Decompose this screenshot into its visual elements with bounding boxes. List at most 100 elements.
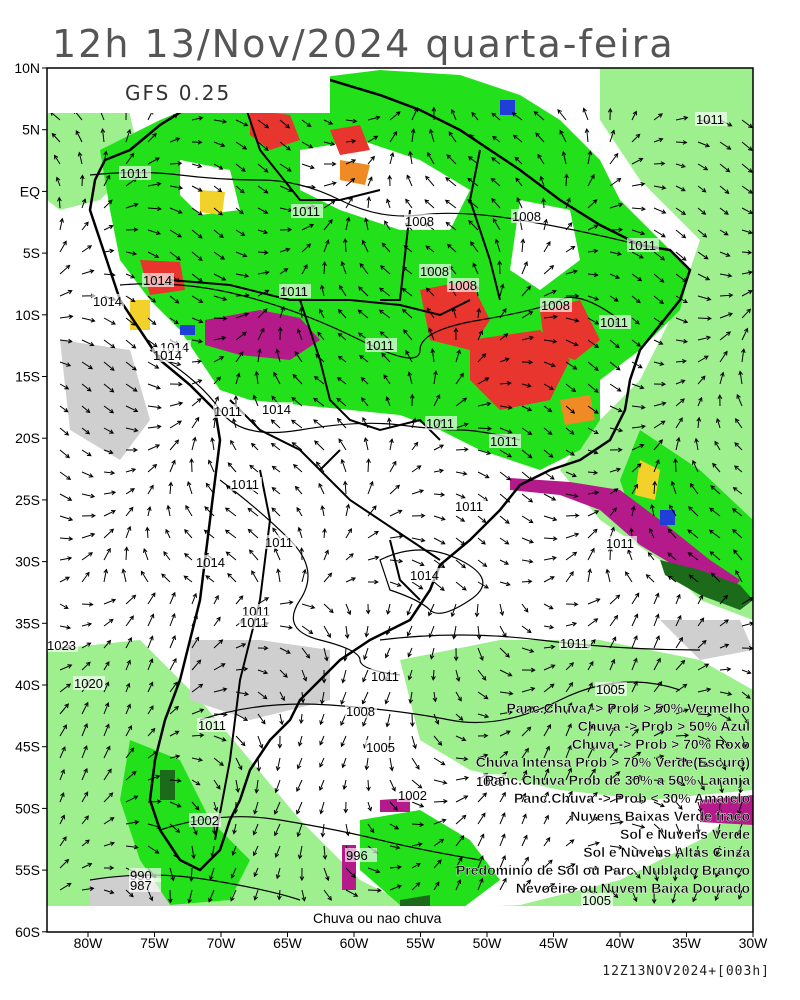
wind-arrow bbox=[697, 355, 709, 363]
wind-arrow bbox=[631, 295, 641, 304]
wind-arrow bbox=[213, 616, 221, 627]
wind-arrow bbox=[125, 820, 140, 825]
wind-arrow bbox=[359, 262, 369, 275]
wind-arrow bbox=[521, 747, 529, 759]
wind-arrow bbox=[499, 833, 506, 847]
isobar-label-bg bbox=[119, 166, 151, 180]
wind-arrow bbox=[584, 128, 590, 143]
wind-arrow bbox=[499, 581, 511, 587]
wind-arrow bbox=[433, 515, 446, 521]
wind-arrow bbox=[125, 295, 136, 303]
wind-arrow bbox=[565, 767, 572, 781]
wind-arrow bbox=[235, 163, 246, 172]
wind-arrow bbox=[541, 197, 546, 209]
wind-arrow bbox=[301, 264, 308, 275]
wind-arrow bbox=[235, 229, 246, 236]
wind-arrow bbox=[499, 307, 507, 319]
wind-arrow bbox=[235, 643, 247, 649]
wind-arrow bbox=[565, 863, 576, 869]
wind-arrow bbox=[737, 801, 743, 816]
longitude-axis: 80W 75W 70W 65W 60W 55W 50W 45W 40W 35W 30W bbox=[74, 932, 768, 951]
wind-arrow bbox=[543, 603, 554, 610]
wind-arrow bbox=[125, 724, 132, 737]
wind-arrow bbox=[81, 701, 89, 715]
wind-arrow bbox=[587, 528, 598, 539]
wind-arrow bbox=[565, 513, 580, 518]
wind-arrow bbox=[147, 705, 154, 715]
wind-arrow bbox=[543, 405, 553, 413]
wind-arrow bbox=[565, 723, 572, 737]
wind-arrow bbox=[474, 603, 480, 618]
wind-arrow bbox=[279, 305, 285, 319]
wind-arrow bbox=[167, 889, 173, 904]
isobar-label-bg bbox=[291, 204, 323, 218]
wind-arrow bbox=[428, 603, 435, 617]
wind-arrow bbox=[270, 442, 281, 451]
wind-arrow bbox=[675, 358, 687, 364]
wind-arrow bbox=[653, 657, 661, 671]
wind-arrow bbox=[675, 379, 686, 385]
wind-arrow bbox=[477, 329, 483, 341]
wind-arrow bbox=[273, 371, 281, 385]
wind-arrow bbox=[301, 223, 315, 231]
legend-entry: Panc.Chuva Prob de 30% a 50% Laranja bbox=[485, 772, 751, 788]
wind-arrow bbox=[455, 713, 464, 721]
isobar-label-bg bbox=[425, 416, 457, 430]
wind-arrow bbox=[719, 594, 729, 605]
wind-arrow bbox=[81, 339, 95, 347]
legend-entry: Panc.Chuva -> Prob > 50% Vermelho bbox=[506, 700, 750, 716]
wind-arrow bbox=[653, 207, 667, 214]
wind-arrow bbox=[733, 549, 743, 561]
wind-arrow bbox=[543, 814, 549, 825]
wind-arrow bbox=[121, 568, 127, 583]
wind-arrow bbox=[653, 845, 662, 858]
wind-arrow bbox=[609, 507, 617, 517]
wind-arrow bbox=[675, 636, 683, 649]
wind-arrow bbox=[687, 529, 699, 539]
wind-arrow bbox=[521, 834, 528, 847]
wind-arrow bbox=[232, 823, 237, 835]
wind-arrow bbox=[324, 161, 337, 167]
wind-arrow bbox=[364, 217, 369, 231]
wind-arrow bbox=[565, 681, 574, 693]
wind-arrow bbox=[609, 202, 624, 209]
wind-arrow bbox=[224, 507, 237, 517]
wind-arrow bbox=[213, 687, 228, 693]
wind-arrow bbox=[719, 619, 729, 627]
wind-arrow bbox=[81, 791, 89, 803]
wind-arrow bbox=[81, 198, 87, 209]
wind-arrow bbox=[247, 507, 259, 517]
wind-arrow bbox=[719, 713, 732, 721]
isobar-label: 1011 bbox=[490, 434, 518, 449]
wind-arrow bbox=[719, 292, 734, 298]
wind-arrow bbox=[587, 618, 599, 627]
wind-arrow bbox=[719, 331, 732, 341]
wind-arrow bbox=[345, 528, 352, 539]
wind-arrow bbox=[455, 735, 467, 742]
wind-arrow bbox=[674, 845, 680, 859]
wind-arrow bbox=[169, 113, 179, 121]
wind-arrow bbox=[389, 460, 397, 473]
wind-arrow bbox=[521, 879, 532, 891]
wind-arrow bbox=[609, 658, 616, 671]
wind-arrow bbox=[433, 799, 448, 804]
isobar-label: 1014 bbox=[93, 294, 122, 309]
wind-arrow bbox=[499, 427, 513, 434]
isobar-label-bg bbox=[195, 555, 227, 569]
wind-arrow bbox=[147, 799, 162, 804]
wind-arrow bbox=[323, 181, 337, 187]
wind-arrow bbox=[291, 396, 303, 407]
wind-arrow bbox=[103, 865, 115, 871]
wind-arrow bbox=[477, 537, 486, 545]
wind-arrow bbox=[431, 106, 437, 121]
wind-arrow bbox=[717, 394, 723, 407]
wind-arrow bbox=[653, 613, 660, 627]
wind-arrow bbox=[253, 801, 259, 815]
wind-arrow bbox=[697, 295, 712, 301]
wind-arrow bbox=[521, 383, 532, 388]
wind-arrow bbox=[191, 338, 204, 344]
wind-arrow bbox=[631, 444, 645, 451]
wind-arrow bbox=[273, 801, 281, 815]
